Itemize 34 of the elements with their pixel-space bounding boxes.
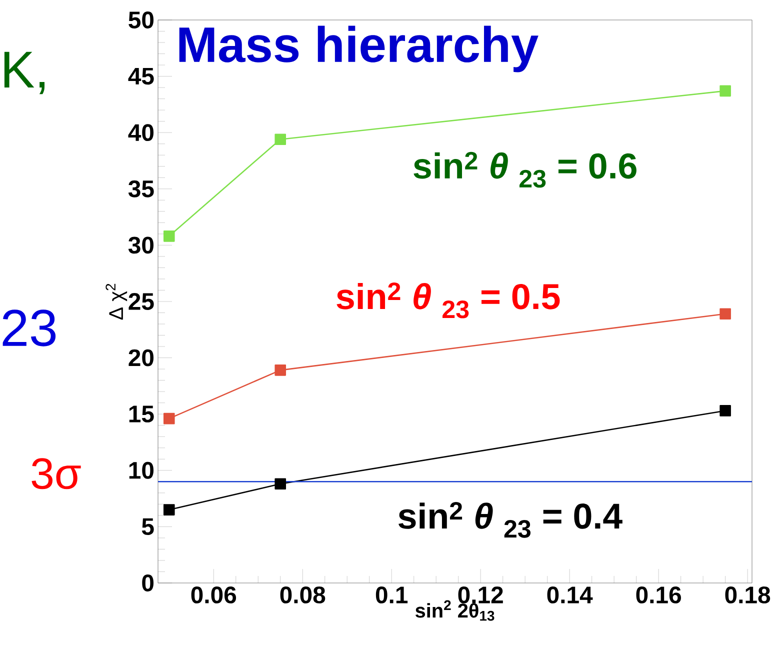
x-tick-label: 0.16 — [636, 586, 681, 604]
x-tick-label: 0.06 — [191, 586, 236, 604]
y-tick-label: 0 — [142, 574, 154, 592]
point — [163, 504, 175, 516]
y-axis-title: Δ χ$^{2}$ — [106, 284, 128, 320]
point — [163, 230, 175, 242]
y-tick-label: 20 — [128, 349, 154, 366]
y-tick-label: 15 — [129, 406, 154, 422]
y-tick-label: 35 — [128, 180, 154, 198]
ref-line-label: 3σ — [32, 458, 81, 490]
text: K, — [4, 52, 44, 94]
point — [720, 405, 731, 416]
point — [163, 412, 175, 424]
point — [274, 478, 286, 490]
point — [274, 364, 286, 376]
point — [720, 85, 731, 97]
series-label: sin$^{2}$ θ $_{23}$ = 0.4 — [398, 502, 622, 538]
y-tick-label: 10 — [129, 462, 154, 479]
y-tick-label: 25 — [128, 293, 154, 310]
point — [720, 308, 731, 320]
text: 23 — [2, 310, 56, 346]
y-tick-label: 50 — [128, 12, 154, 28]
x-tick-label: 0.18 — [725, 586, 770, 604]
y-tick-label: 40 — [128, 124, 154, 142]
y-tick-label: 45 — [128, 68, 154, 85]
y-tick-label: 30 — [128, 236, 154, 254]
y-tick-label: 5 — [142, 518, 154, 536]
chart-title: Mass hierarchy — [179, 26, 538, 72]
series-label: sin$^{2}$ θ $_{23}$ = 0.5 — [336, 282, 560, 318]
x-tick-label: 0.08 — [280, 586, 326, 604]
point — [274, 134, 286, 145]
series-label: sin$^{2}$ θ $_{23}$ = 0.6 — [414, 152, 636, 188]
x-tick-label: 0.14 — [547, 586, 593, 604]
x-tick-label: 0.1 — [376, 586, 408, 604]
